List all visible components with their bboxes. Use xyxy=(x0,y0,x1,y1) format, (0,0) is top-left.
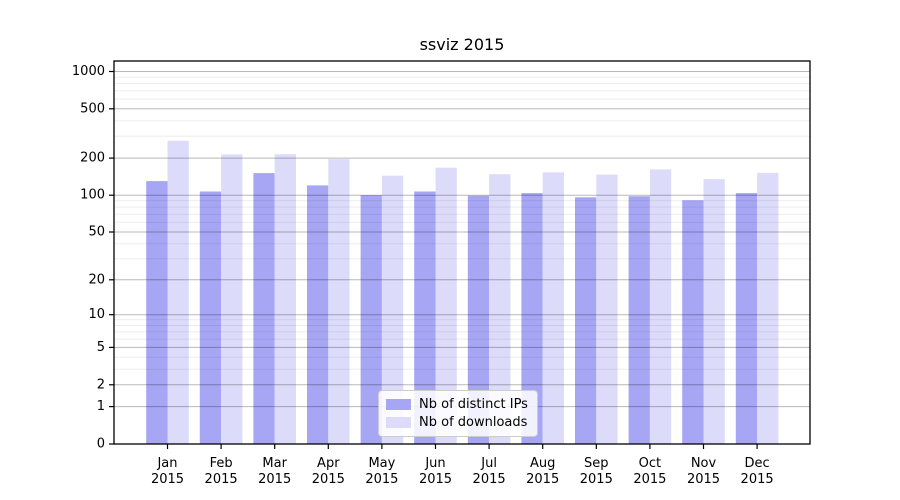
bar-dec-series0 xyxy=(735,193,758,444)
bar-dec-series1 xyxy=(757,172,779,445)
axes-frame xyxy=(113,60,811,445)
bar-nov-series1 xyxy=(703,179,725,444)
bar-mar-series1 xyxy=(274,154,296,444)
x-tick-label-month: Dec xyxy=(745,456,770,471)
x-tick-label-year: 2015 xyxy=(633,472,666,487)
x-tick-label-month: Mar xyxy=(262,456,287,471)
y-tick-label: 10 xyxy=(88,307,105,322)
legend: Nb of distinct IPs Nb of downloads xyxy=(378,390,538,437)
bar-jun-series1 xyxy=(435,167,457,444)
y-tick-label: 1 xyxy=(97,399,105,414)
y-tick-label: 5 xyxy=(97,340,105,355)
x-tick-label-year: 2015 xyxy=(151,472,184,487)
x-tick-label-year: 2015 xyxy=(580,472,613,487)
y-tick-label: 2 xyxy=(97,377,105,392)
bar-oct-series0 xyxy=(628,196,650,444)
x-tick-label-year: 2015 xyxy=(473,472,506,487)
x-tick-label-month: Sep xyxy=(584,456,609,471)
x-tick-label-year: 2015 xyxy=(741,472,774,487)
bar-jan-series1 xyxy=(167,140,189,445)
bar-oct-series1 xyxy=(649,169,672,444)
x-tick-label-year: 2015 xyxy=(526,472,559,487)
minor-gridlines xyxy=(114,76,810,370)
x-tick-label-month: Jun xyxy=(424,456,445,471)
bar-feb-series0 xyxy=(199,191,222,444)
legend-item-distinct-ips: Nb of distinct IPs xyxy=(386,396,528,413)
legend-label-downloads: Nb of downloads xyxy=(419,415,528,430)
y-tick-label: 100 xyxy=(80,188,105,203)
x-axis: Jan2015Feb2015Mar2015Apr2015May2015Jun20… xyxy=(151,444,774,487)
bar-jul-series0 xyxy=(467,195,490,444)
bar-jan-series0 xyxy=(146,181,168,444)
x-tick-label-year: 2015 xyxy=(419,472,452,487)
legend-swatch-0 xyxy=(386,399,411,410)
x-tick-label-year: 2015 xyxy=(365,472,398,487)
x-tick-label-month: Apr xyxy=(317,456,340,471)
y-tick-label: 200 xyxy=(80,151,105,166)
bar-feb-series1 xyxy=(221,154,243,444)
bar-jun-series0 xyxy=(414,191,436,444)
bar-sep-series1 xyxy=(596,174,618,444)
legend-item-downloads: Nb of downloads xyxy=(386,414,528,431)
x-tick-label-month: Nov xyxy=(691,456,717,471)
y-tick-label: 1000 xyxy=(72,64,105,79)
y-tick-label: 0 xyxy=(97,437,105,452)
legend-swatch-1 xyxy=(386,417,411,428)
x-tick-label-year: 2015 xyxy=(205,472,238,487)
bar-apr-series0 xyxy=(307,185,329,444)
bar-mar-series0 xyxy=(253,173,275,444)
bar-may-series1 xyxy=(381,175,404,444)
x-tick-label-month: Jul xyxy=(480,456,497,471)
x-tick-label-month: Oct xyxy=(639,456,661,471)
bars-group xyxy=(146,140,779,445)
x-tick-label-year: 2015 xyxy=(687,472,720,487)
x-tick-label-year: 2015 xyxy=(258,472,291,487)
x-tick-label-year: 2015 xyxy=(312,472,345,487)
bar-aug-series0 xyxy=(521,193,543,444)
x-tick-label-month: Jan xyxy=(156,456,177,471)
bar-apr-series1 xyxy=(328,159,350,444)
bar-sep-series0 xyxy=(575,197,597,444)
x-tick-label-month: Aug xyxy=(530,456,555,471)
bar-may-series0 xyxy=(360,195,382,444)
chart-title: ssviz 2015 xyxy=(419,35,505,54)
legend-label-distinct-ips: Nb of distinct IPs xyxy=(419,397,528,412)
bar-jul-series1 xyxy=(489,174,511,444)
major-gridlines xyxy=(114,71,810,408)
bar-nov-series0 xyxy=(682,200,704,444)
y-tick-label: 20 xyxy=(88,272,105,287)
x-tick-label-month: Feb xyxy=(210,456,233,471)
y-tick-label: 50 xyxy=(88,225,105,240)
x-tick-label-month: May xyxy=(368,456,395,471)
bar-aug-series1 xyxy=(542,172,564,444)
y-tick-label: 500 xyxy=(80,101,105,116)
y-axis: 0 1 2 5 10 20 50 100 200 500 1000 xyxy=(72,64,114,452)
